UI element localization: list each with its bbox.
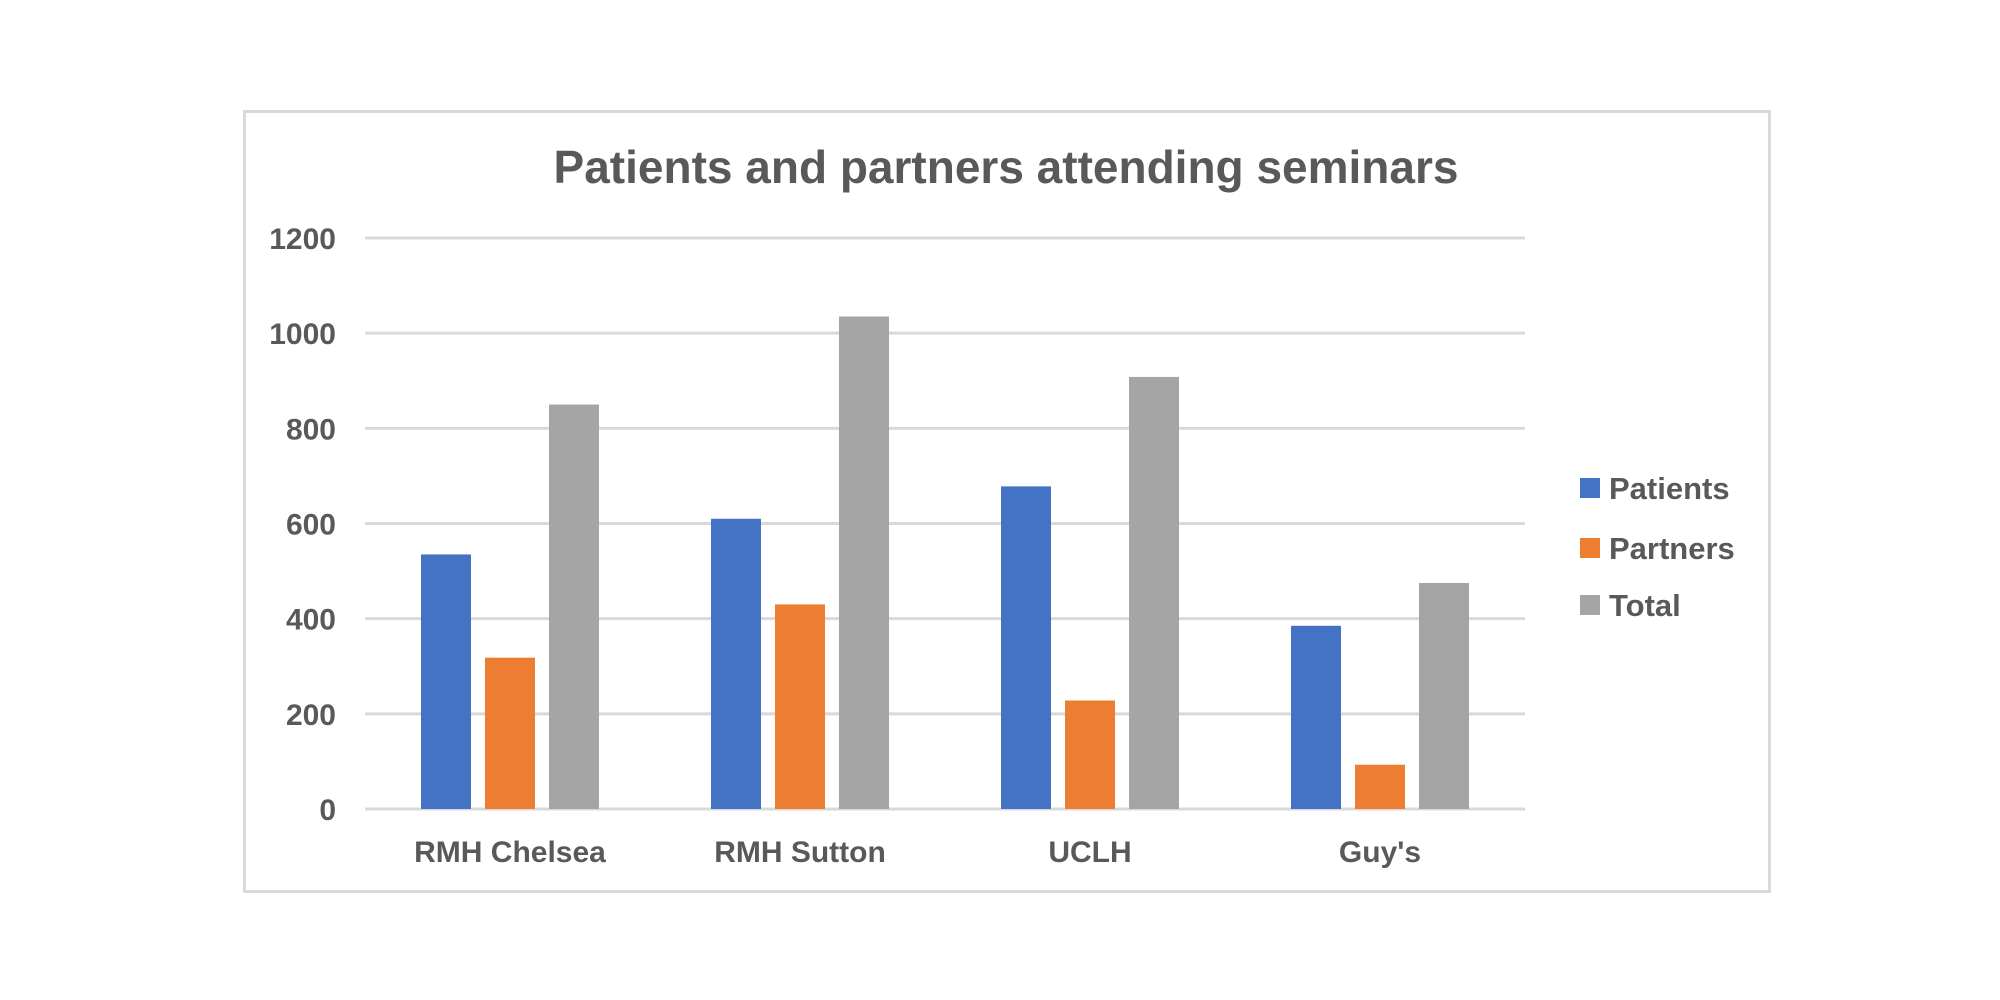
legend: Patients Partners Total: [1580, 471, 1735, 623]
bar-total-3: [1419, 582, 1469, 809]
bar-patients-3: [1291, 625, 1341, 809]
chart-title: Patients and partners attending seminars: [554, 141, 1459, 193]
bar-partners-3: [1355, 764, 1405, 809]
legend-label: Patients: [1609, 471, 1730, 506]
x-axis-labels: RMH Chelsea RMH Sutton UCLH Guy's: [414, 836, 1421, 869]
x-tick-label: RMH Sutton: [714, 836, 886, 869]
y-tick-label: 1000: [269, 318, 336, 351]
y-tick-label: 0: [319, 794, 336, 827]
y-tick-label: 1200: [269, 223, 336, 256]
y-tick-label: 400: [286, 604, 336, 637]
x-tick-label: UCLH: [1048, 836, 1131, 869]
y-tick-label: 200: [286, 699, 336, 732]
bar-patients-0: [421, 554, 471, 809]
bar-total-1: [839, 316, 889, 809]
bar-partners-0: [485, 657, 535, 809]
y-tick-label: 600: [286, 509, 336, 542]
legend-swatch-patients: [1580, 478, 1600, 498]
gridlines: [365, 236, 1525, 811]
bars: [421, 316, 1469, 809]
bar-total-0: [549, 404, 599, 809]
legend-label: Partners: [1609, 531, 1735, 566]
bar-partners-2: [1065, 700, 1115, 809]
bar-total-2: [1129, 376, 1179, 809]
bar-patients-1: [711, 518, 761, 809]
legend-label: Total: [1609, 588, 1681, 623]
legend-swatch-partners: [1580, 538, 1600, 558]
bar-partners-1: [775, 604, 825, 809]
bar-patients-2: [1001, 486, 1051, 809]
legend-swatch-total: [1580, 595, 1600, 615]
y-tick-label: 800: [286, 413, 336, 446]
x-tick-label: RMH Chelsea: [414, 836, 606, 869]
y-axis-ticks: 0 200 400 600 800 1000 1200: [269, 223, 336, 827]
x-tick-label: Guy's: [1339, 836, 1421, 869]
